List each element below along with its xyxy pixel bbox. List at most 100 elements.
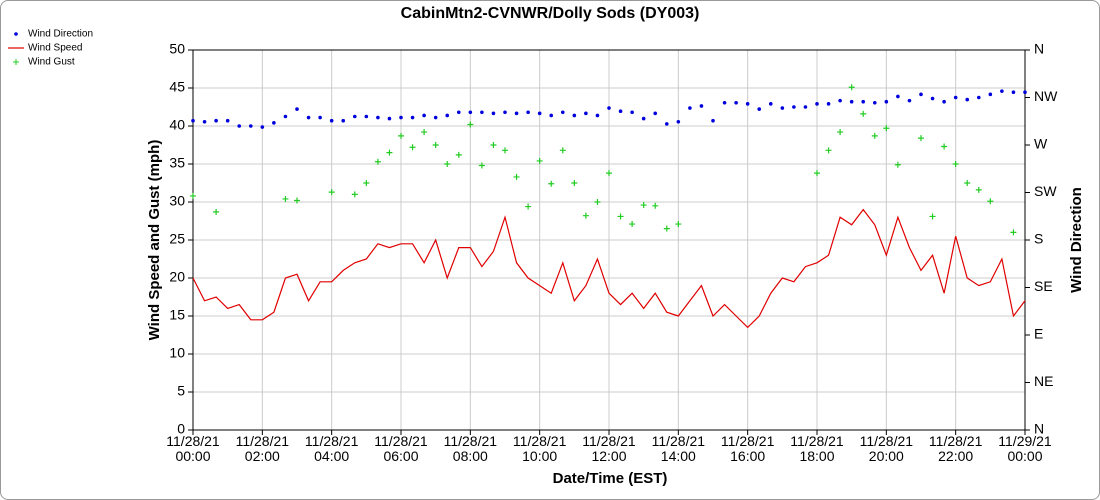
direction-point — [826, 102, 831, 106]
direction-point — [1000, 89, 1004, 93]
gust-point — [987, 198, 994, 205]
direction-point — [688, 106, 692, 110]
direction-point — [422, 113, 426, 118]
direction-point — [237, 124, 242, 128]
direction-point — [295, 107, 299, 111]
gust-point — [490, 142, 497, 148]
gust-point — [837, 129, 844, 136]
gust-point — [883, 125, 890, 132]
direction-point — [711, 118, 715, 123]
speed-line — [192, 208, 1026, 329]
x-tick-label: 11/28/21 04:00 — [304, 433, 359, 464]
y-tick-label: 25 — [169, 231, 185, 247]
gust-point — [929, 213, 936, 220]
gust-point — [1010, 229, 1017, 236]
direction-point — [526, 110, 530, 115]
gust-point — [502, 147, 508, 154]
gust-point — [455, 151, 462, 158]
gust-point — [571, 180, 578, 186]
y-axis-label: Wind Speed and Gust (mph) — [146, 140, 163, 341]
gust-point — [964, 180, 971, 186]
direction-point — [768, 102, 773, 106]
direction-point — [560, 110, 565, 115]
x-tick-label: 11/28/21 22:00 — [928, 433, 983, 464]
gust-point — [478, 162, 485, 169]
y2-tick-label: NW — [1034, 88, 1058, 104]
y-tick-label: 40 — [169, 117, 185, 133]
gust-point — [328, 189, 335, 196]
y-tick-label: 0 — [177, 421, 185, 437]
legend-label: Wind Direction — [28, 29, 93, 40]
direction-point — [861, 99, 866, 104]
direction-point — [306, 115, 311, 120]
direction-point — [468, 110, 473, 115]
direction-point — [653, 111, 658, 116]
y2-tick-label: N — [1034, 41, 1044, 57]
y2-tick-label: SE — [1034, 278, 1053, 294]
gust-point — [675, 221, 682, 228]
direction-point — [491, 111, 496, 116]
direction-point — [480, 110, 484, 115]
gust-point — [294, 197, 300, 204]
direction-point — [595, 113, 600, 118]
gust-point — [848, 84, 855, 91]
gust-point — [663, 225, 670, 232]
direction-point — [503, 110, 507, 115]
x-axis-label: Date/Time (EST) — [553, 470, 668, 487]
x-tick-label: 11/28/21 20:00 — [859, 433, 914, 464]
gust-point — [894, 161, 901, 168]
y-tick-label: 45 — [169, 79, 185, 95]
gust-point — [860, 110, 867, 117]
y-tick-label: 20 — [169, 269, 185, 285]
direction-point — [352, 114, 357, 119]
gust-point — [617, 213, 624, 220]
direction-point — [329, 118, 334, 123]
direction-point — [202, 119, 207, 124]
direction-point — [780, 106, 785, 110]
legend-swatch — [13, 59, 19, 65]
direction-point — [976, 95, 981, 100]
gust-point — [282, 195, 289, 202]
x-tick-label: 11/28/21 02:00 — [235, 433, 290, 464]
y2-tick-label: E — [1034, 326, 1043, 342]
direction-point — [514, 111, 519, 116]
direction-point — [225, 118, 230, 123]
x-tick-label: 11/28/21 16:00 — [720, 433, 775, 464]
direction-point — [641, 116, 646, 121]
gust-point — [606, 170, 612, 177]
gust-point — [351, 191, 358, 198]
direction-point — [456, 110, 461, 115]
direction-point — [896, 94, 900, 99]
gust-point — [513, 173, 520, 180]
gust-point — [444, 161, 451, 167]
direction-point — [745, 102, 750, 106]
plot-border — [192, 49, 1026, 431]
x-tick-label: 11/29/21 00:00 — [998, 433, 1052, 464]
y-tick-label: 30 — [169, 193, 185, 209]
y-tick-label: 10 — [169, 345, 185, 361]
x-tick-label: 11/28/21 00:00 — [166, 433, 220, 464]
direction-point — [572, 113, 577, 118]
gust-point — [640, 202, 647, 209]
direction-point — [803, 105, 808, 109]
direction-point — [618, 109, 623, 114]
direction-point — [433, 115, 438, 120]
direction-point — [318, 115, 322, 120]
gust-point — [213, 208, 220, 215]
direction-point — [283, 114, 288, 119]
direction-point — [387, 116, 392, 121]
direction-point — [399, 115, 403, 120]
gust-point — [386, 149, 393, 156]
direction-point — [630, 110, 634, 115]
direction-point — [815, 102, 819, 106]
gust-point — [629, 221, 636, 228]
x-tick-label: 11/28/21 08:00 — [443, 433, 498, 464]
gust-point — [941, 143, 948, 150]
y2-tick-label: S — [1034, 231, 1043, 247]
y2-tick-label: N — [1034, 421, 1044, 437]
y-tick-label: 50 — [169, 41, 185, 57]
direction-point — [930, 96, 935, 101]
direction-point — [988, 92, 993, 97]
direction-point — [376, 115, 380, 120]
